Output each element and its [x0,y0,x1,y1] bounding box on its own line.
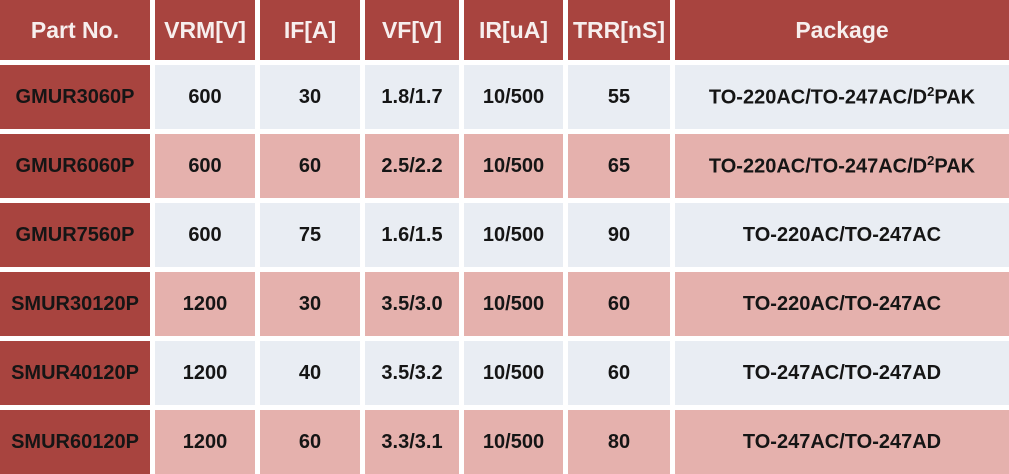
trr-cell: 60 [568,341,670,405]
vf-cell: 3.5/3.2 [365,341,459,405]
header-row: Part No. VRM[V] IF[A] VF[V] IR[uA] TRR[n… [0,0,1009,60]
table-row: SMUR40120P 1200 40 3.5/3.2 10/500 60 TO-… [0,341,1009,405]
col-header-vf: VF[V] [365,0,459,60]
if-cell: 40 [260,341,360,405]
package-cell: TO-220AC/TO-247AC/D2PAK [675,134,1009,198]
vf-cell: 3.3/3.1 [365,410,459,474]
ir-cell: 10/500 [464,341,563,405]
table-row: GMUR6060P 600 60 2.5/2.2 10/500 65 TO-22… [0,134,1009,198]
col-header-ir: IR[uA] [464,0,563,60]
ir-cell: 10/500 [464,65,563,129]
vrm-cell: 600 [155,134,255,198]
vrm-cell: 600 [155,203,255,267]
table-row: SMUR60120P 1200 60 3.3/3.1 10/500 80 TO-… [0,410,1009,474]
trr-cell: 65 [568,134,670,198]
package-cell: TO-220AC/TO-247AC [675,272,1009,336]
package-cell: TO-247AC/TO-247AD [675,410,1009,474]
trr-cell: 80 [568,410,670,474]
table-row: GMUR7560P 600 75 1.6/1.5 10/500 90 TO-22… [0,203,1009,267]
part-no-cell: SMUR40120P [0,341,150,405]
col-header-part-no: Part No. [0,0,150,60]
if-cell: 30 [260,65,360,129]
package-cell: TO-247AC/TO-247AD [675,341,1009,405]
col-header-vrm: VRM[V] [155,0,255,60]
if-cell: 30 [260,272,360,336]
trr-cell: 90 [568,203,670,267]
vrm-cell: 1200 [155,341,255,405]
trr-cell: 60 [568,272,670,336]
ir-cell: 10/500 [464,134,563,198]
col-header-if: IF[A] [260,0,360,60]
if-cell: 60 [260,134,360,198]
vrm-cell: 1200 [155,410,255,474]
trr-cell: 55 [568,65,670,129]
vf-cell: 2.5/2.2 [365,134,459,198]
col-header-package: Package [675,0,1009,60]
part-no-cell: SMUR60120P [0,410,150,474]
ir-cell: 10/500 [464,410,563,474]
ir-cell: 10/500 [464,203,563,267]
package-cell: TO-220AC/TO-247AC [675,203,1009,267]
table-row: SMUR30120P 1200 30 3.5/3.0 10/500 60 TO-… [0,272,1009,336]
vrm-cell: 600 [155,65,255,129]
part-no-cell: GMUR3060P [0,65,150,129]
part-no-cell: GMUR7560P [0,203,150,267]
vrm-cell: 1200 [155,272,255,336]
vf-cell: 1.6/1.5 [365,203,459,267]
vf-cell: 1.8/1.7 [365,65,459,129]
ir-cell: 10/500 [464,272,563,336]
package-cell: TO-220AC/TO-247AC/D2PAK [675,65,1009,129]
if-cell: 75 [260,203,360,267]
vf-cell: 3.5/3.0 [365,272,459,336]
part-no-cell: SMUR30120P [0,272,150,336]
col-header-trr: TRR[nS] [568,0,670,60]
table-row: GMUR3060P 600 30 1.8/1.7 10/500 55 TO-22… [0,65,1009,129]
if-cell: 60 [260,410,360,474]
part-no-cell: GMUR6060P [0,134,150,198]
